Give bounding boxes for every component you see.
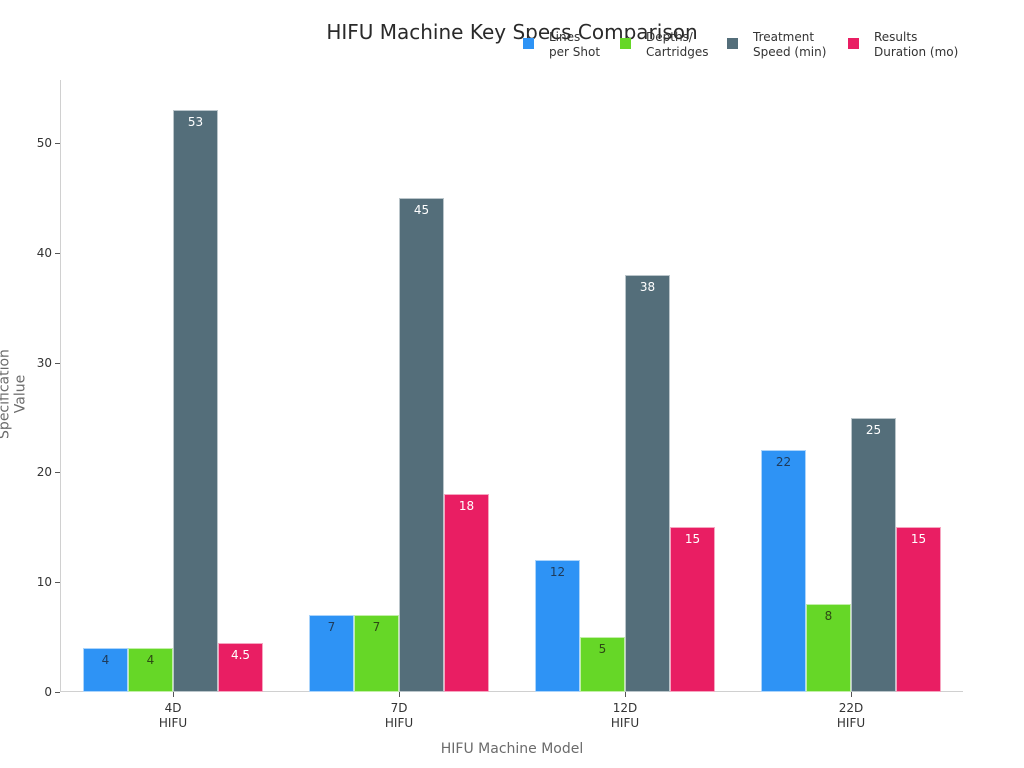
y-tick: 20 [0,465,60,486]
y-tick: 0 [0,685,60,706]
x-category-label: 12D HIFU [610,701,640,730]
bar[interactable]: 15 [670,527,715,692]
legend-swatch-icon [727,38,738,49]
bar[interactable]: 7 [309,615,354,692]
bar[interactable]: 38 [625,274,670,692]
y-tick: 10 [0,575,60,596]
y-axis-line [60,80,61,692]
bar-value-label: 4 [146,653,155,668]
bar-value-label: 4.5 [230,647,251,662]
legend-label: Results Duration (mo) [874,30,959,59]
bar[interactable]: 4 [83,648,128,692]
bar-value-label: 53 [187,115,204,130]
x-tick [173,692,174,697]
x-tick [399,692,400,697]
legend-label: Treatment Speed (min) [753,30,827,59]
bar[interactable]: 8 [806,604,851,692]
bar[interactable]: 7 [354,615,399,692]
bar[interactable]: 22 [761,450,806,692]
bar-value-label: 22 [775,455,792,470]
y-tick: 40 [0,246,60,267]
legend-swatch-icon [523,38,534,49]
bar[interactable]: 25 [851,417,896,692]
bar-value-label: 25 [865,422,882,437]
bar-value-label: 15 [910,532,927,547]
bar-value-label: 5 [598,642,607,657]
bar-value-label: 38 [639,279,656,294]
bar-value-label: 8 [824,609,833,624]
bar-value-label: 7 [327,620,336,635]
legend-label: Depths/ Cartridges [646,30,709,59]
bar[interactable]: 15 [896,527,941,692]
y-axis-label: Specification Value [0,349,29,439]
x-axis-line [60,691,963,692]
bar-value-label: 45 [413,202,430,217]
bar-value-label: 15 [684,532,701,547]
bar[interactable]: 18 [444,494,489,692]
legend-swatch-icon [620,38,631,49]
chart-legend: Lines per Shot Depths/ Cartridges Treatmen… [0,30,1024,64]
legend-item[interactable]: Depths/ Cartridges [620,30,709,60]
bar[interactable]: 45 [399,197,444,692]
legend-item[interactable]: Lines per Shot [523,30,600,60]
legend-swatch-icon [848,38,859,49]
bar[interactable]: 4 [128,648,173,692]
bar[interactable]: 12 [535,560,580,692]
x-category-label: 22D HIFU [836,701,866,730]
legend-item[interactable]: Results Duration (mo) [848,30,958,60]
bar-value-label: 7 [372,620,381,635]
bar-value-label: 18 [458,499,475,514]
bar[interactable]: 53 [173,110,218,692]
x-tick [851,692,852,697]
x-axis-label: HIFU Machine Model [440,741,584,757]
x-category-label: 4D HIFU [158,701,188,730]
y-tick: 30 [0,356,60,377]
bar-value-label: 4 [101,653,110,668]
x-category-label: 7D HIFU [384,701,414,730]
x-tick [625,692,626,697]
chart-title: HIFU Machine Key Specs Comparison [326,20,698,44]
bar-value-label: 12 [549,565,566,580]
legend-item[interactable]: Treatment Speed (min) [727,30,826,60]
bar[interactable]: 4.5 [218,642,263,692]
y-tick: 50 [0,136,60,157]
bar[interactable]: 5 [580,637,625,692]
legend-label: Lines per Shot [549,30,601,59]
